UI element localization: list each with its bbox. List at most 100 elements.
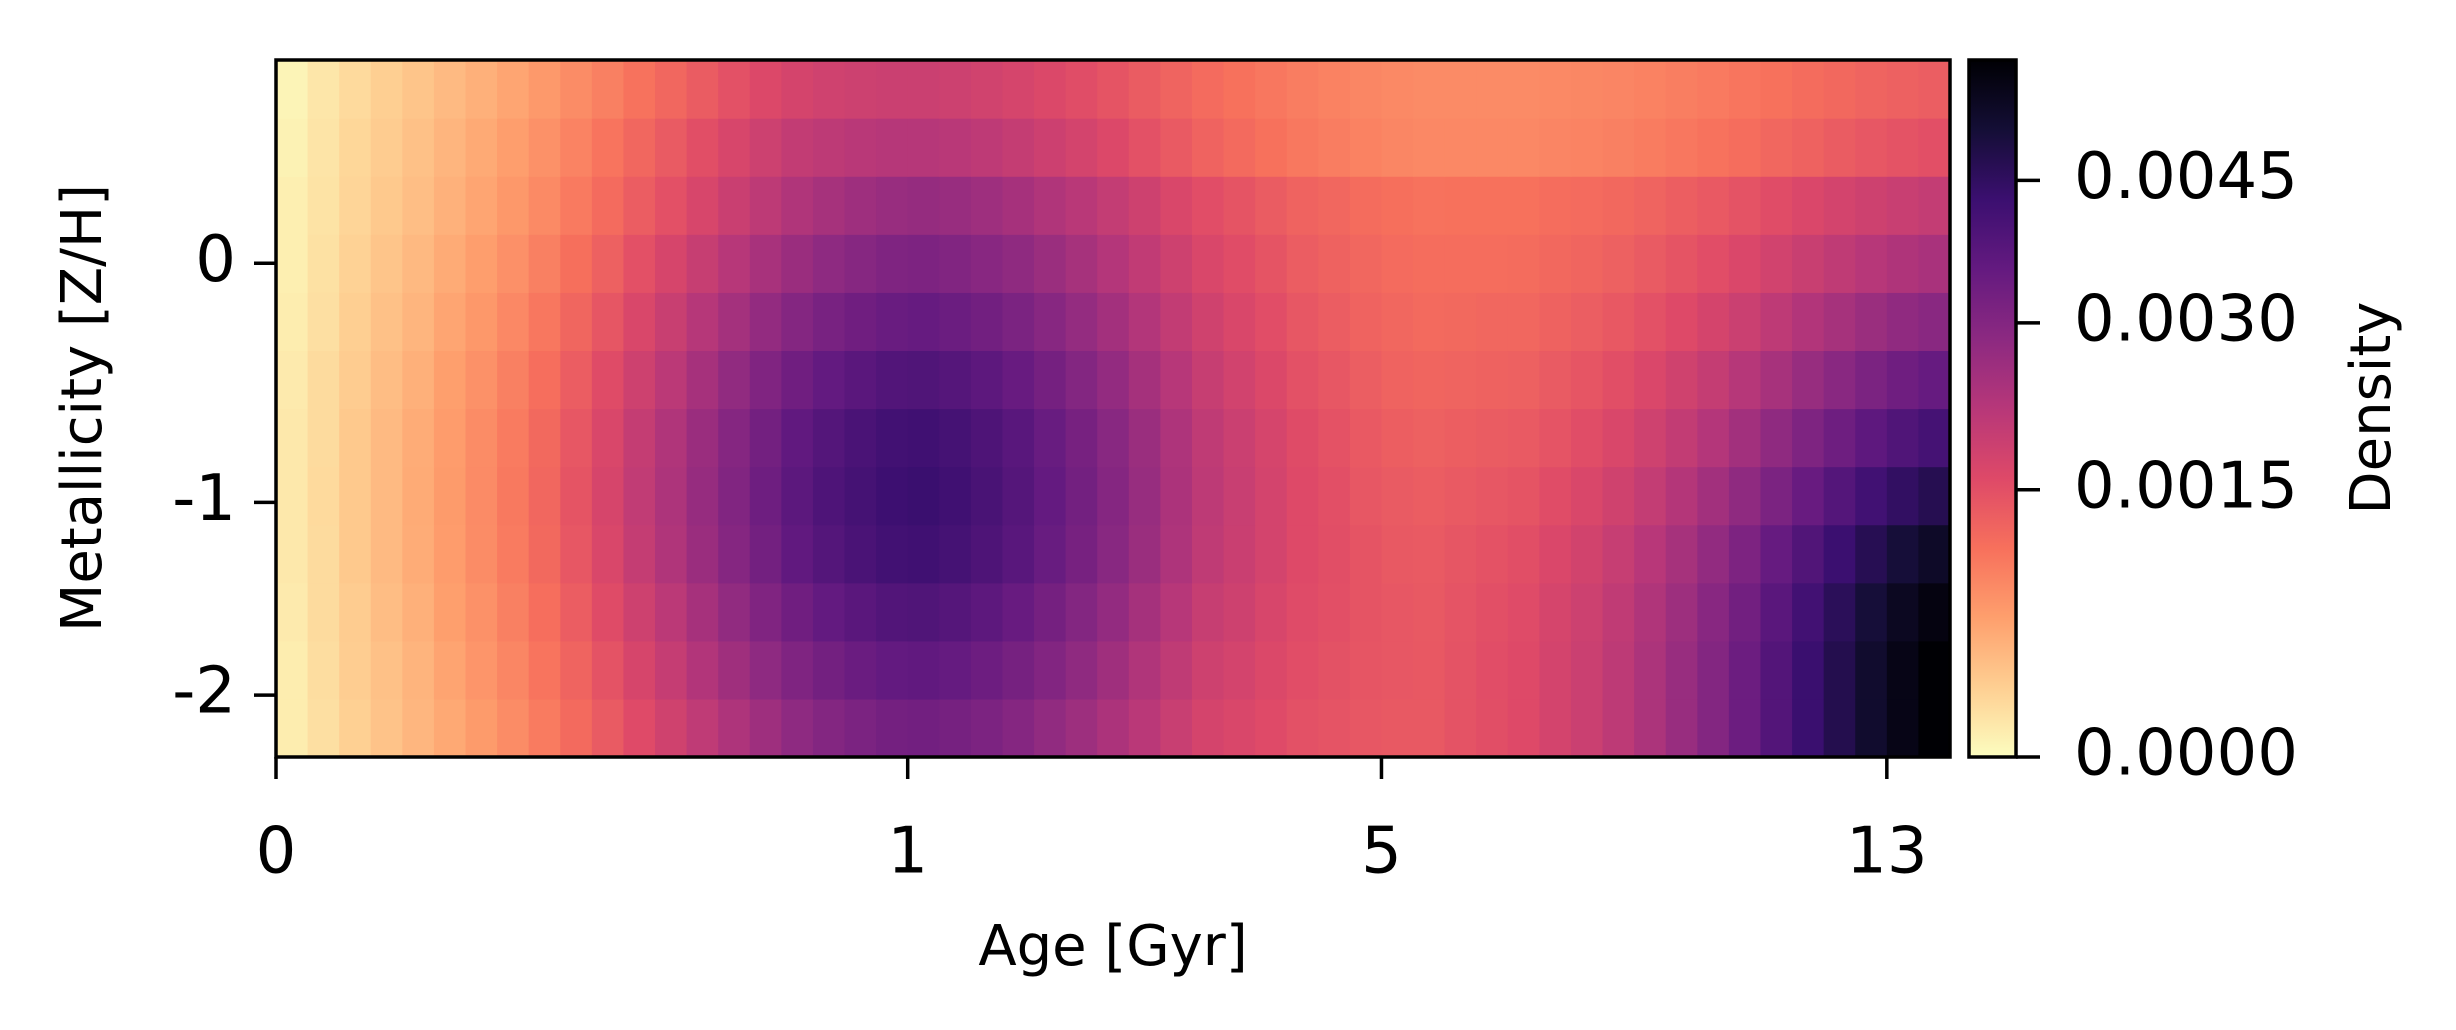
plot-frame — [274, 58, 1952, 759]
heatmap-cell — [497, 640, 530, 700]
heatmap-cell — [276, 466, 309, 526]
heatmap-cell — [591, 118, 625, 177]
heatmap-cell — [1318, 118, 1351, 177]
heatmap-cell — [623, 60, 656, 119]
heatmap-cell — [655, 582, 688, 642]
heatmap-cell — [276, 176, 309, 235]
heatmap-cell — [1413, 582, 1446, 642]
heatmap-cell — [1034, 350, 1067, 410]
heatmap-cell — [970, 234, 1004, 293]
heatmap-cell — [1318, 176, 1351, 235]
heatmap-cell — [1539, 234, 1572, 293]
heatmap-cell — [497, 698, 530, 758]
heatmap-cell — [1760, 292, 1793, 352]
heatmap-cell — [465, 408, 498, 468]
heatmap-cell — [655, 234, 688, 293]
heatmap-cell — [591, 698, 625, 758]
heatmap-cell — [1918, 350, 1951, 410]
heatmap-cell — [276, 60, 309, 119]
heatmap-cell — [1002, 524, 1035, 584]
heatmap-cell — [1381, 118, 1414, 177]
heatmap-cell — [907, 640, 940, 700]
heatmap-cell — [1349, 118, 1383, 177]
heatmap-cell — [718, 176, 751, 235]
heatmap-cell — [1792, 582, 1825, 642]
heatmap-cell — [1855, 60, 1888, 119]
heatmap-cell — [970, 60, 1004, 119]
heatmap-cell — [1255, 60, 1288, 119]
heatmap-cell — [1697, 176, 1730, 235]
heatmap-cell — [1918, 582, 1951, 642]
heatmap-cell — [1602, 118, 1635, 177]
heatmap-cell — [433, 524, 467, 584]
heatmap-cell — [1570, 118, 1604, 177]
heatmap-cell — [1223, 350, 1256, 410]
heatmap-cell — [560, 350, 593, 410]
heatmap-cell — [812, 118, 846, 177]
heatmap-cell — [1792, 350, 1825, 410]
heatmap-cell — [1286, 176, 1319, 235]
heatmap-cell — [1223, 234, 1256, 293]
heatmap-cell — [876, 582, 909, 642]
heatmap-cell — [1855, 582, 1888, 642]
heatmap-cell — [1223, 698, 1256, 758]
heatmap-cell — [528, 292, 561, 352]
heatmap-cell — [402, 60, 435, 119]
colorbar-tick-label: 0.0030 — [2074, 282, 2298, 356]
heatmap-cell — [1097, 234, 1130, 293]
heatmap-cell — [1191, 350, 1225, 410]
x-tick-label: 1 — [887, 815, 928, 889]
heatmap-cell — [1097, 698, 1130, 758]
heatmap-cell — [528, 350, 561, 410]
heatmap-cell — [276, 350, 309, 410]
heatmap-cell — [1918, 408, 1951, 468]
heatmap-cell — [1570, 234, 1604, 293]
heatmap-cell — [1128, 640, 1161, 700]
heatmap-cell — [812, 176, 846, 235]
heatmap-cell — [686, 582, 719, 642]
heatmap-cell — [781, 466, 814, 526]
heatmap-cell — [307, 176, 340, 235]
heatmap-cell — [1476, 582, 1509, 642]
heatmap-cell — [1602, 60, 1635, 119]
heatmap-cell — [402, 698, 435, 758]
heatmap-cell — [876, 524, 909, 584]
heatmap-cell — [907, 350, 940, 410]
heatmap-cell — [623, 698, 656, 758]
heatmap-cell — [1381, 698, 1414, 758]
heatmap-cell — [1002, 408, 1035, 468]
heatmap-cell — [1349, 466, 1383, 526]
heatmap-cell — [812, 350, 846, 410]
heatmap-cell — [1065, 118, 1098, 177]
heatmap-cell — [1602, 640, 1635, 700]
heatmap-cell — [1476, 524, 1509, 584]
heatmap-cell — [276, 408, 309, 468]
heatmap-cell — [939, 118, 972, 177]
y-tick-label: 0 — [195, 223, 236, 297]
heatmap-cell — [1760, 408, 1793, 468]
heatmap-cell — [1318, 60, 1351, 119]
heatmap-cell — [781, 176, 814, 235]
heatmap-cell — [1886, 582, 1920, 642]
heatmap-cell — [1160, 176, 1193, 235]
heatmap-cell — [276, 582, 309, 642]
heatmap-cell — [1413, 350, 1446, 410]
heatmap-cell — [497, 408, 530, 468]
heatmap-cell — [907, 524, 940, 584]
heatmap-cell — [1097, 176, 1130, 235]
heatmap-cell — [844, 292, 877, 352]
heatmap-cell — [1476, 408, 1509, 468]
heatmap-cell — [907, 466, 940, 526]
heatmap-cell — [812, 466, 846, 526]
heatmap-cell — [876, 698, 909, 758]
heatmap-cell — [370, 640, 403, 700]
heatmap-cell — [402, 582, 435, 642]
colorbar-tick-label: 0.0015 — [2074, 449, 2298, 523]
heatmap-cell — [907, 118, 940, 177]
heatmap-cell — [433, 292, 467, 352]
heatmap-cell — [1444, 350, 1477, 410]
heatmap-cell — [1413, 698, 1446, 758]
heatmap-cell — [370, 466, 403, 526]
heatmap-cell — [1792, 698, 1825, 758]
